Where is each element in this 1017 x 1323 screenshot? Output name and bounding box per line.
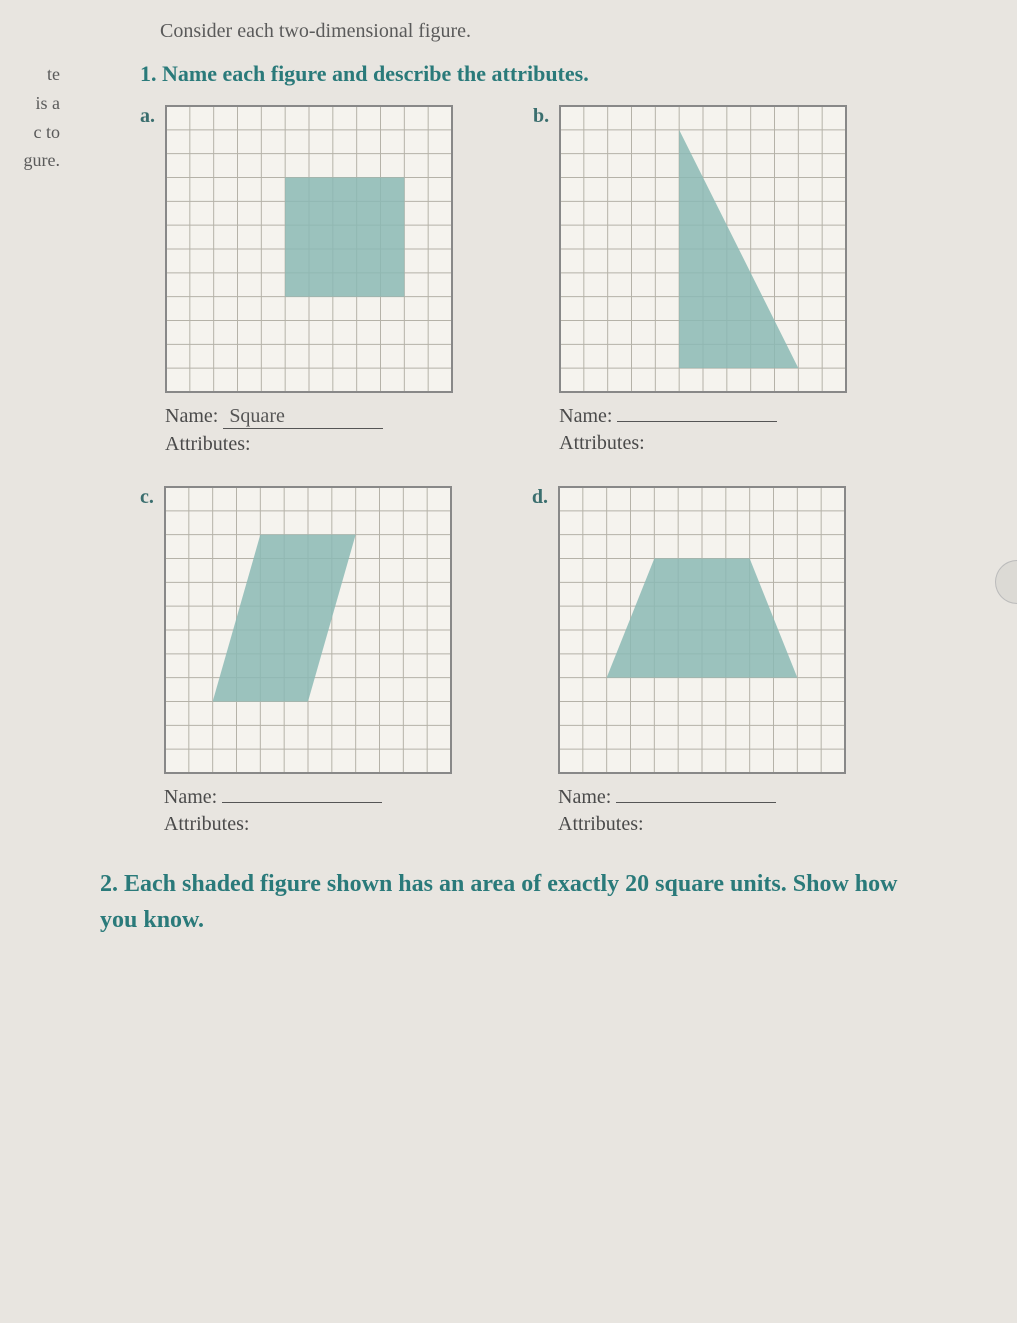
- name-label: Name:: [558, 786, 611, 808]
- attr-line-b: Attributes:: [559, 432, 847, 455]
- binder-hole: [995, 560, 1017, 604]
- question-1: 1. Name each figure and describe the att…: [140, 61, 977, 87]
- question-2: 2. Each shaded figure shown has an area …: [100, 866, 917, 938]
- figure-label-d: d.: [532, 486, 548, 509]
- name-line-a: Name: Square: [165, 405, 453, 429]
- name-label: Name:: [164, 786, 217, 808]
- name-value-c[interactable]: [222, 802, 382, 803]
- name-line-c: Name:: [164, 786, 452, 809]
- cutoff-side-text: te is a c to gure.: [0, 60, 60, 175]
- side-line: te: [0, 60, 60, 89]
- figures-row-1: a. Name: Square Attributes: b. Name: Att…: [140, 105, 977, 456]
- name-value-b[interactable]: [617, 421, 777, 422]
- grid-d: [558, 486, 846, 774]
- figure-a: a. Name: Square Attributes:: [140, 105, 453, 456]
- attr-line-d: Attributes:: [558, 813, 846, 836]
- figure-label-c: c.: [140, 486, 154, 509]
- name-value-d[interactable]: [616, 802, 776, 803]
- grid-a: [165, 105, 453, 393]
- figure-label-b: b.: [533, 105, 549, 128]
- side-line: gure.: [0, 146, 60, 175]
- figure-c: c. Name: Attributes:: [140, 486, 452, 836]
- side-line: c to: [0, 118, 60, 147]
- attr-line-c: Attributes:: [164, 813, 452, 836]
- worksheet-page: te is a c to gure. Consider each two-dim…: [0, 0, 1017, 958]
- figure-d: d. Name: Attributes:: [532, 486, 846, 836]
- name-label: Name:: [559, 405, 612, 427]
- grid-b: [559, 105, 847, 393]
- attr-line-a: Attributes:: [165, 433, 453, 456]
- intro-text: Consider each two-dimensional figure.: [160, 20, 977, 43]
- figure-label-a: a.: [140, 105, 155, 128]
- figure-b: b. Name: Attributes:: [533, 105, 847, 456]
- name-line-b: Name:: [559, 405, 847, 428]
- side-line: is a: [0, 89, 60, 118]
- name-label: Name:: [165, 405, 218, 427]
- grid-c: [164, 486, 452, 774]
- name-value-a[interactable]: Square: [223, 405, 383, 429]
- figures-row-2: c. Name: Attributes: d. Name: Attributes…: [140, 486, 977, 836]
- name-line-d: Name:: [558, 786, 846, 809]
